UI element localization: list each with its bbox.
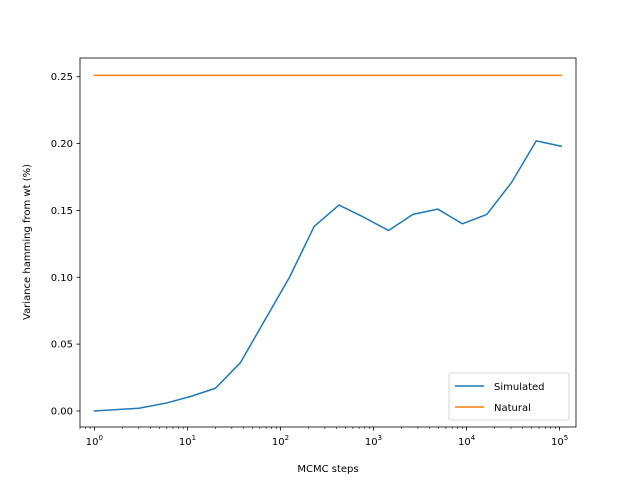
x-tick-label: 101	[179, 434, 196, 448]
series-layer	[93, 74, 563, 412]
series-line-simulated	[93, 140, 563, 412]
y-tick-label: 0.15	[51, 206, 73, 217]
y-tick-label: 0.25	[51, 72, 73, 83]
x-tick-label: 104	[458, 434, 476, 448]
y-tick-label: 0.20	[51, 139, 73, 150]
x-tick-label: 103	[365, 434, 382, 448]
x-tick-label: 100	[86, 434, 103, 448]
x-axis-label: MCMC steps	[297, 464, 358, 475]
x-tick-label: 105	[551, 434, 568, 448]
legend-box	[448, 372, 570, 421]
y-axis-label: Variance hamming from wt (%)	[22, 164, 33, 320]
y-tick-label: 0.00	[51, 406, 73, 417]
legend: Simulated Natural	[448, 372, 570, 421]
y-tick-label: 0.10	[51, 273, 73, 284]
x-axis: 100 101 102 103 104 105	[79, 427, 568, 448]
y-tick-label: 0.05	[51, 340, 73, 351]
plot-frame	[79, 57, 577, 428]
x-tick-label: 102	[272, 434, 289, 448]
legend-label-natural: Natural	[494, 403, 531, 414]
plot-area	[80, 58, 576, 427]
y-axis: 0.00 0.05 0.10 0.15 0.20 0.25	[51, 72, 80, 417]
legend-label-simulated: Simulated	[494, 382, 545, 393]
